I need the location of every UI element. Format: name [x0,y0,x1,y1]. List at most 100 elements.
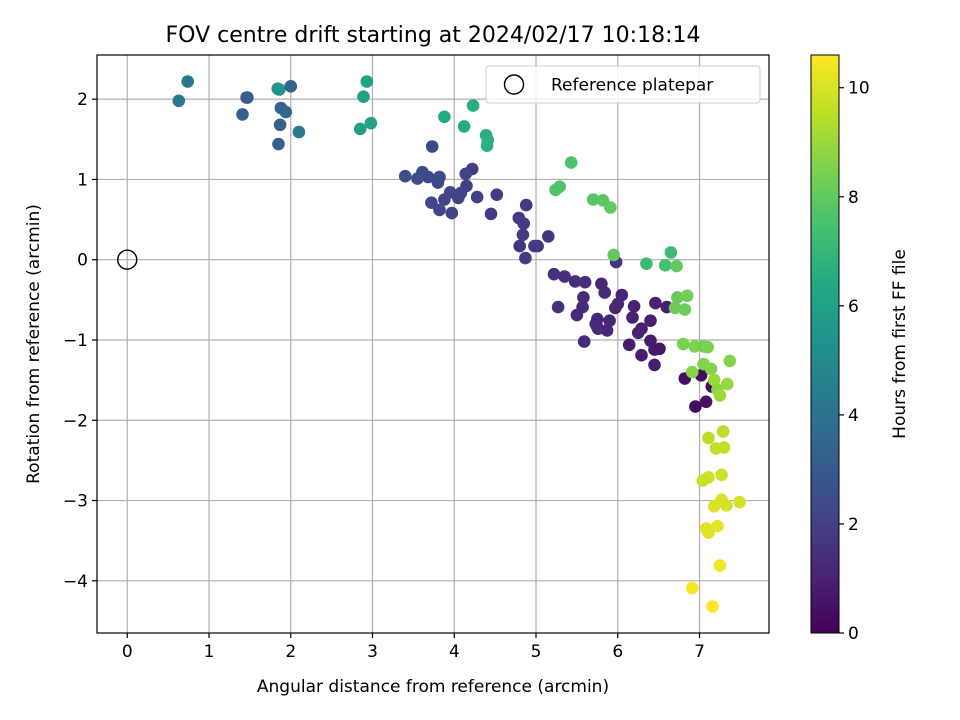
data-point [528,239,541,253]
data-point [542,230,555,243]
y-tick-label: 0 [77,251,88,271]
data-point [670,259,683,273]
data-point [284,80,298,93]
data-point [604,201,617,214]
data-point [241,91,254,104]
data-point [685,365,699,379]
data-point [685,581,699,595]
data-point [702,526,715,539]
data-point [445,206,459,220]
data-point [715,468,728,482]
data-point [577,291,590,304]
data-point [704,362,718,376]
data-point [558,270,571,283]
colorbar-tick-label: 10 [848,79,870,99]
data-point [603,314,616,328]
x-tick-label: 4 [449,642,460,662]
data-point [292,125,306,139]
data-point [671,291,684,304]
colorbar-ticks: 0 2 4 6 8 10 [839,79,870,644]
data-point [398,169,412,183]
y-tick-label: −4 [63,572,88,592]
data-point [644,314,657,328]
data-point [733,495,746,509]
legend: Reference platepar [485,65,761,104]
data-point [680,289,694,303]
plot-area-frame [96,54,770,634]
data-point [640,257,653,271]
data-point [547,267,561,281]
data-point [644,334,657,348]
data-point [688,340,701,353]
data-point [484,207,498,221]
data-point [658,259,672,272]
data-point [425,140,439,153]
data-point [519,251,532,265]
y-axis-ticks: 2 1 0 −1 −2 −3 −4 [63,90,97,592]
x-axis-ticks: 0 1 2 3 4 5 6 7 [122,633,705,662]
data-point [664,246,678,259]
legend-marker-reference [503,74,525,95]
y-tick-label: −2 [63,411,88,431]
data-point [470,190,484,204]
colorbar-tick-label: 6 [848,297,859,317]
data-point [411,172,424,185]
legend-entry-reference-platepar: Reference platepar [551,76,713,96]
reference-layer [117,249,138,270]
x-tick-label: 2 [285,642,296,662]
data-point [273,118,287,132]
data-point [676,337,690,351]
data-point [702,431,715,445]
data-point [598,286,611,299]
x-tick-label: 7 [694,642,705,662]
y-tick-label: 2 [77,90,88,110]
y-axis-label: Rotation from reference (arcmin) [24,204,44,484]
data-point [480,139,494,152]
data-point [678,303,692,316]
data-point [425,196,438,209]
data-point [279,105,293,119]
y-tick-label: −3 [63,492,88,512]
data-point [236,108,249,121]
data-point [699,395,713,409]
colorbar-tick-label: 2 [848,515,859,535]
data-point [707,373,721,387]
data-point [459,167,473,181]
x-tick-label: 1 [204,642,215,662]
data-point [357,90,370,103]
legend-box [485,65,761,104]
data-point [706,600,719,613]
data-point [668,301,682,315]
scatter-points [172,75,746,613]
data-point [564,156,578,169]
data-point [611,297,625,311]
data-point [689,400,702,413]
data-point [626,311,639,324]
data-point [696,474,710,487]
data-point [513,239,526,253]
data-point [433,203,446,217]
data-point [713,389,727,402]
x-tick-label: 5 [531,642,542,662]
grid [97,55,769,633]
data-point [551,300,565,314]
data-point [490,188,504,201]
x-tick-label: 3 [367,642,378,662]
data-point [713,559,727,572]
data-point [519,198,533,212]
data-point [716,425,730,438]
data-point [516,228,530,242]
data-point [172,94,186,108]
data-point [607,248,620,262]
data-point [570,308,584,322]
data-point [272,137,285,151]
data-point [438,193,451,206]
data-point [723,354,737,368]
data-point [360,75,374,88]
data-point [553,180,566,193]
data-point [711,519,724,533]
data-point [631,326,645,340]
chart-title: FOV centre drift starting at 2024/02/17 … [166,23,701,48]
colorbar-gradient [810,54,840,634]
